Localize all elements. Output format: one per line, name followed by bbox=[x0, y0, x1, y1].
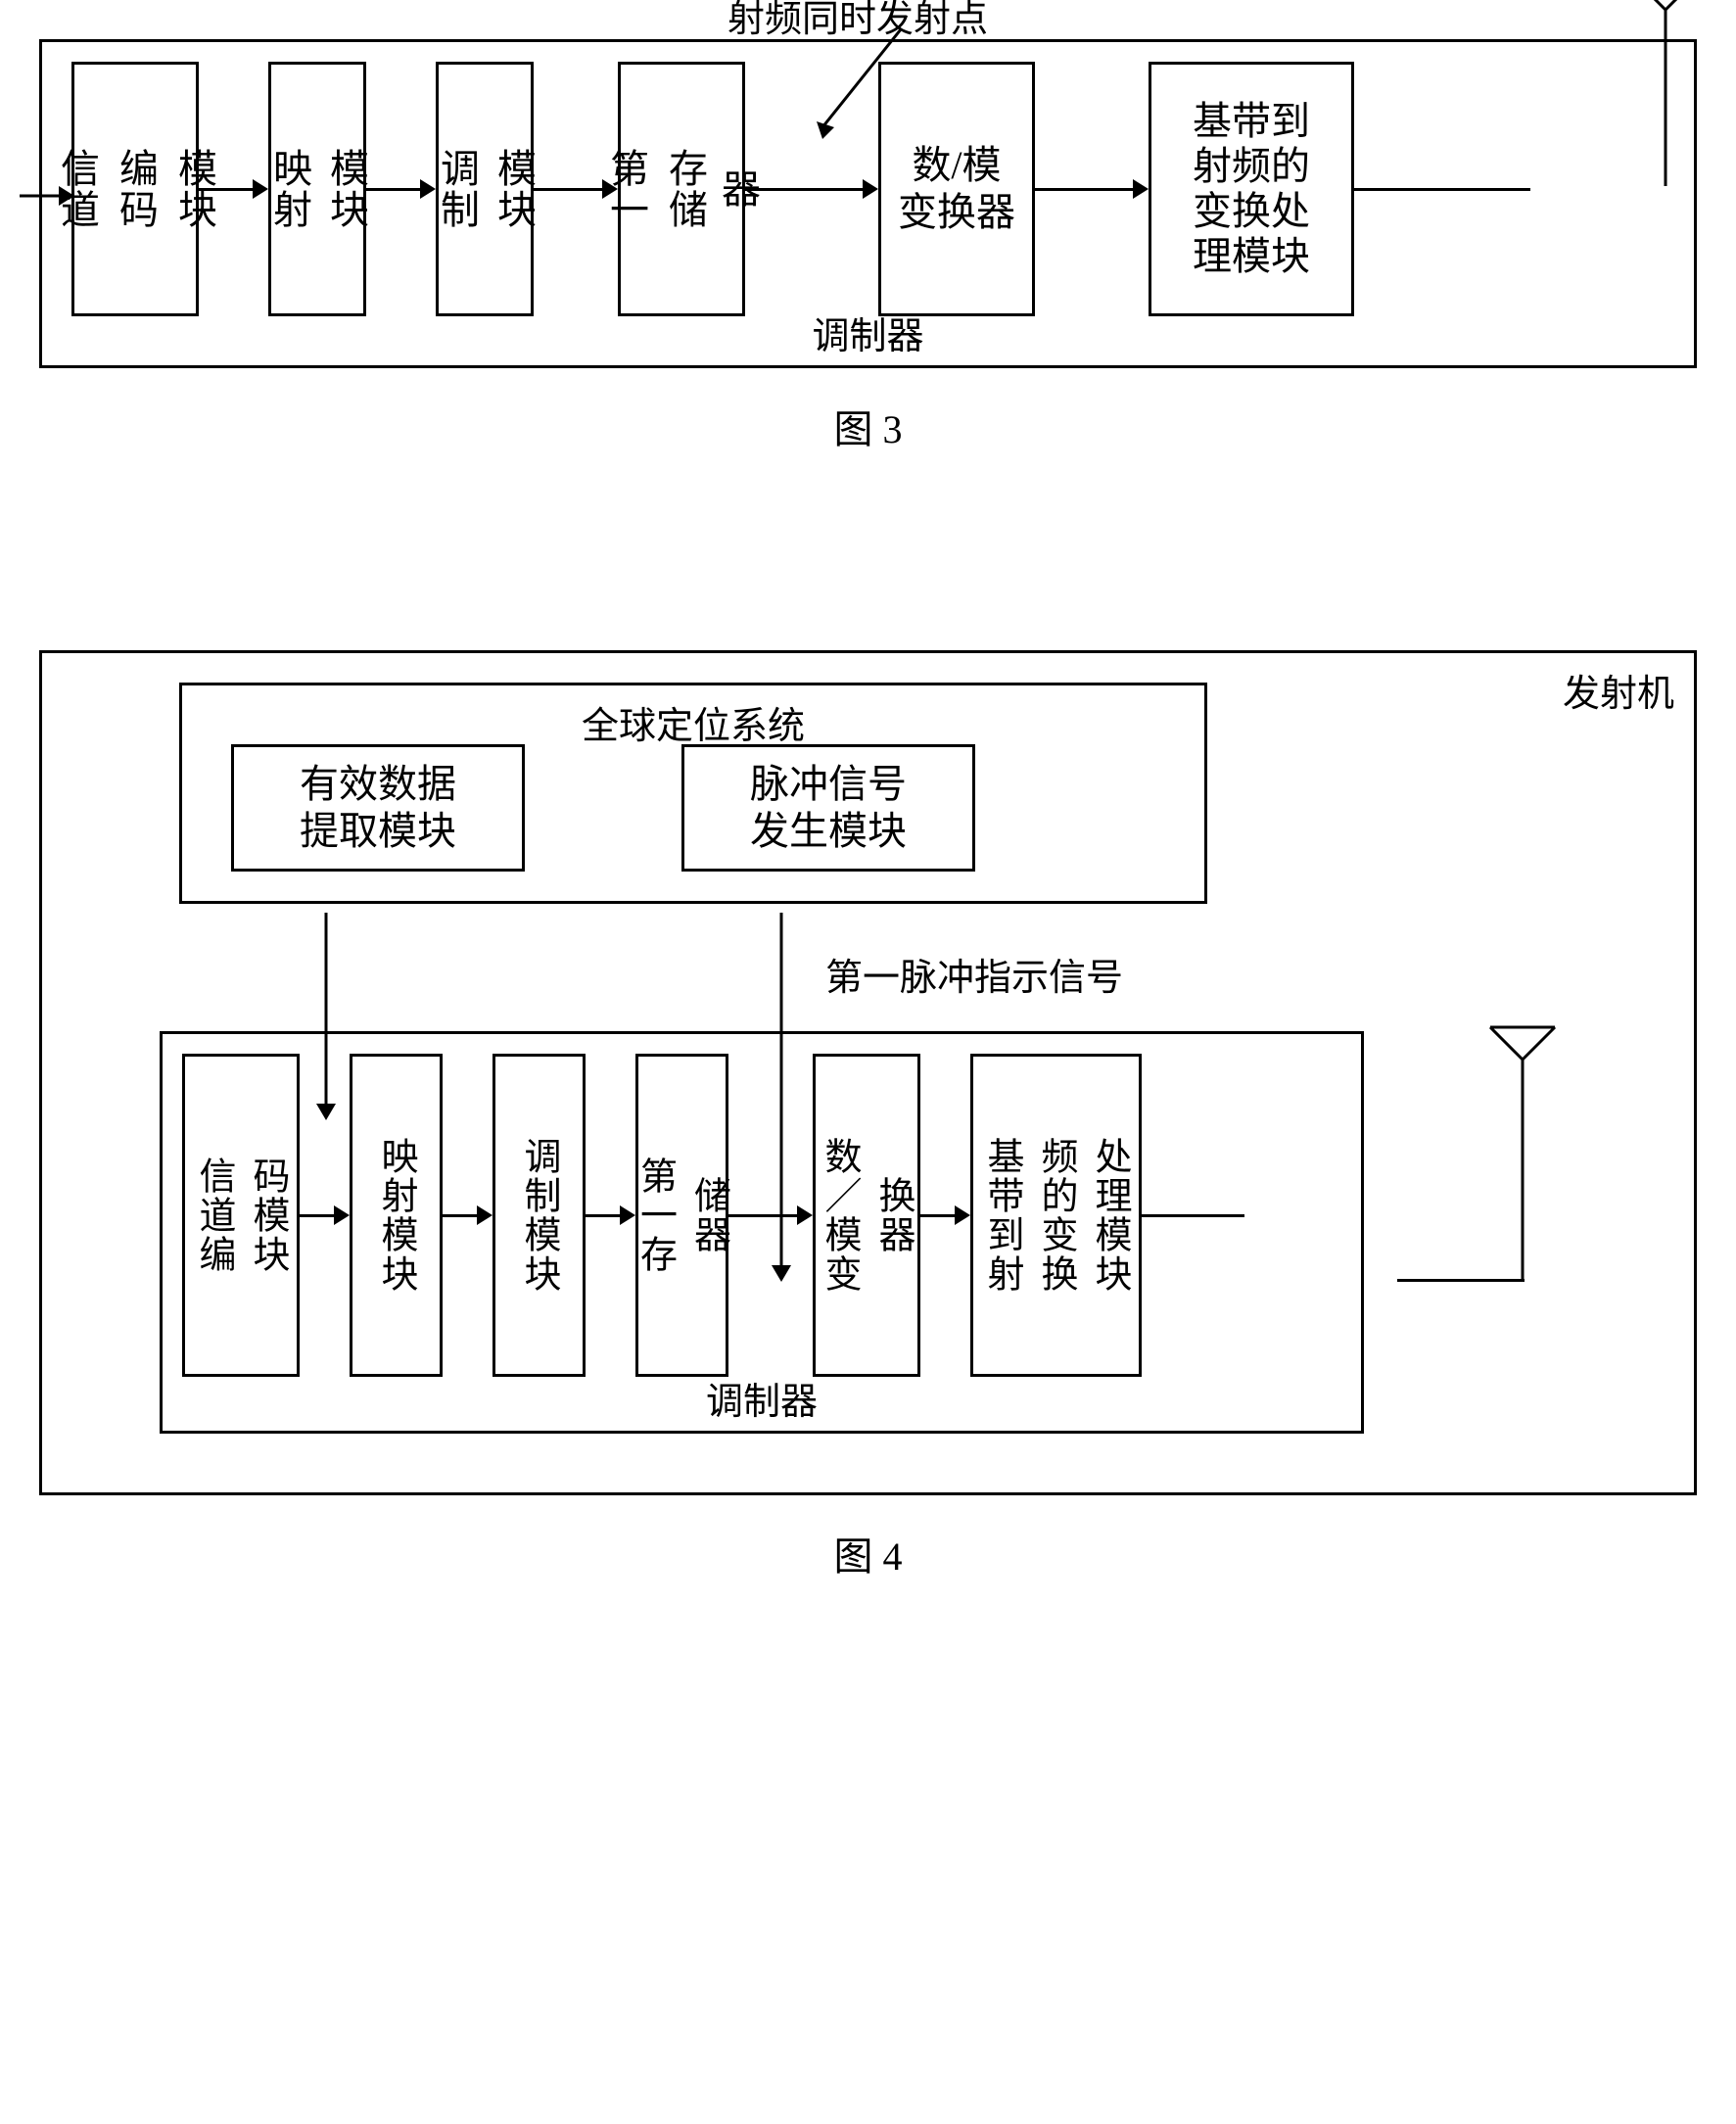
fig4-node-first-storage: 第一存 储器 bbox=[635, 1054, 728, 1377]
figure-3: 射频同时发射点 信道 编码 模块 信道编码模块 映射 模块 bbox=[39, 39, 1697, 454]
figure-4: 发射机 全球定位系统 有效数据提取模块 有效数据提取模块 脉冲信号发生模块 脉冲… bbox=[39, 650, 1697, 1581]
fig3-modulator-label: 调制器 bbox=[812, 306, 923, 359]
antenna-icon bbox=[1478, 1025, 1567, 1290]
arrow-icon bbox=[300, 1205, 350, 1225]
arrow-icon bbox=[745, 179, 878, 199]
arrow-icon bbox=[920, 1205, 970, 1225]
fig4-gps-pulse: 脉冲信号发生模块 bbox=[681, 744, 975, 872]
fig4-node-channel-encode: 信道编 码模块 bbox=[182, 1054, 300, 1377]
fig3-entry-arrow-icon bbox=[20, 181, 78, 211]
arrow-icon bbox=[366, 179, 436, 199]
fig4-node-dac: 数／模变 换器 bbox=[813, 1054, 920, 1377]
fig4-pulse-label: 第一脉冲指示信号 bbox=[825, 947, 1123, 1001]
fig4-node-bb2rf: 基带到射 频的变换 处理模块 bbox=[970, 1054, 1142, 1377]
fig4-transmitter-label: 发射机 bbox=[1563, 663, 1674, 717]
fig3-caption: 图 3 bbox=[39, 398, 1697, 454]
fig3-node-channel-encode: 信道 编码 模块 bbox=[71, 62, 199, 316]
fig4-arrow-extract-to-encoder-icon bbox=[311, 913, 341, 1123]
fig4-out-hwire bbox=[1397, 1279, 1525, 1282]
antenna-icon bbox=[1626, 0, 1705, 196]
arrow-icon bbox=[199, 179, 268, 199]
fig3-node-mapping: 映射 模块 bbox=[268, 62, 366, 316]
fig4-output-wire bbox=[1142, 1214, 1244, 1217]
fig4-arrow-pulse-to-between-icon bbox=[767, 913, 796, 1285]
fig4-gps-label: 全球定位系统 bbox=[582, 695, 805, 749]
fig4-gps-extract: 有效数据提取模块 bbox=[231, 744, 525, 872]
fig3-node-bb2rf: 基带到射频的变换处理模块 bbox=[1149, 62, 1354, 316]
fig3-node-modulate: 调制 模块 bbox=[436, 62, 534, 316]
fig3-pointer-icon bbox=[813, 29, 930, 147]
fig4-row: 信道编 码模块 信道编码模块 映射模块 映射模块 调制模块 调制模块 bbox=[182, 1054, 1341, 1377]
fig3-output-wire bbox=[1354, 188, 1530, 191]
arrow-icon bbox=[1035, 179, 1149, 199]
fig4-node-modulate: 调制模块 bbox=[493, 1054, 586, 1377]
fig4-caption: 图 4 bbox=[39, 1525, 1697, 1581]
fig4-node-mapping: 映射模块 bbox=[350, 1054, 443, 1377]
fig4-transmitter-box: 发射机 全球定位系统 有效数据提取模块 有效数据提取模块 脉冲信号发生模块 脉冲… bbox=[39, 650, 1697, 1495]
fig4-modulator-label: 调制器 bbox=[706, 1371, 818, 1425]
fig3-node-first-storage: 第一 存储 器 bbox=[618, 62, 745, 316]
fig4-gps-group: 全球定位系统 有效数据提取模块 有效数据提取模块 脉冲信号发生模块 脉冲信号发生… bbox=[179, 683, 1207, 904]
arrow-icon bbox=[443, 1205, 493, 1225]
